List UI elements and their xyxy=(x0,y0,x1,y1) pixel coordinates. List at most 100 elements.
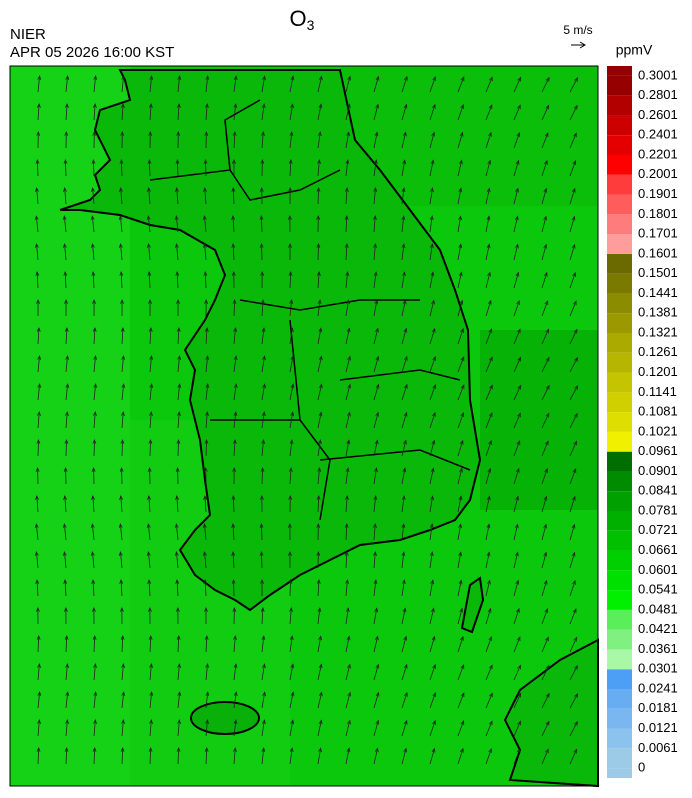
wind-arrow xyxy=(148,552,151,569)
wind-arrow-head xyxy=(203,270,208,276)
wind-arrow xyxy=(513,244,519,261)
wind-arrow xyxy=(65,76,69,93)
wind-arrow xyxy=(513,188,519,205)
wind-arrow-head xyxy=(458,271,463,277)
wind-arrow xyxy=(541,693,550,709)
wind-arrow xyxy=(37,747,40,765)
wind-arrow xyxy=(37,104,40,121)
wind-arrow xyxy=(233,664,237,681)
wind-arrow-head xyxy=(318,439,322,445)
wind-arrow xyxy=(457,160,463,177)
wind-arrow-head xyxy=(233,327,238,333)
wind-arrow xyxy=(373,720,379,737)
wind-arrow-head xyxy=(373,215,377,220)
wind-arrow xyxy=(177,104,180,121)
wind-arrow-head xyxy=(403,635,408,641)
wind-arrow-head xyxy=(347,383,352,389)
wind-arrow xyxy=(401,328,407,345)
wind-arrow xyxy=(429,580,434,597)
wind-arrow-head xyxy=(458,187,463,193)
wind-arrow xyxy=(485,721,493,737)
wind-arrow-head xyxy=(346,299,350,305)
wind-arrow xyxy=(429,300,435,317)
colorbar-label: 0.2801 xyxy=(638,87,678,102)
wind-arrow-head xyxy=(205,719,210,725)
wind-arrow xyxy=(177,439,179,457)
wind-arrow-head xyxy=(149,691,154,697)
wind-arrow xyxy=(373,748,378,765)
colorbar-label: 0.1701 xyxy=(638,226,678,241)
wind-arrow-head xyxy=(204,130,209,136)
wind-arrow-head xyxy=(262,691,267,697)
wind-arrow-head xyxy=(460,356,465,362)
wind-arrow-head xyxy=(517,720,521,726)
wind-arrow-head xyxy=(517,412,521,418)
wind-arrow-head xyxy=(290,75,295,81)
wind-arrow xyxy=(401,160,406,177)
colorbar-label: 0.1381 xyxy=(638,305,678,320)
wind-arrow xyxy=(37,412,40,429)
wind-arrow xyxy=(289,384,294,401)
wind-arrow-head xyxy=(36,130,41,136)
province-border xyxy=(149,99,471,521)
wind-arrow-head xyxy=(290,719,295,725)
colorbar-segment xyxy=(607,708,632,729)
wind-arrow-head xyxy=(231,186,236,192)
wind-arrow xyxy=(401,664,408,681)
wind-arrow xyxy=(121,328,124,345)
wind-arrow xyxy=(92,159,95,177)
wind-arrow xyxy=(175,216,179,233)
colorbar-segment xyxy=(607,511,632,531)
wind-arrow xyxy=(513,665,521,681)
wind-arrow xyxy=(541,105,550,121)
wind-arrow-head xyxy=(176,327,181,332)
wind-arrow-head xyxy=(431,747,436,753)
wind-arrow xyxy=(429,440,435,457)
wind-arrow-head xyxy=(64,103,69,108)
wind-arrow-head xyxy=(37,663,42,668)
wind-arrow-head xyxy=(317,607,322,613)
wind-arrow xyxy=(485,636,492,653)
wind-arrow-head xyxy=(432,383,437,389)
colorbar-label: 0.2401 xyxy=(638,127,678,142)
wind-arrow xyxy=(429,664,436,681)
wind-arrow-head xyxy=(231,270,236,276)
colorbar-segment xyxy=(607,115,632,136)
wind-arrow-head xyxy=(488,328,493,334)
wind-arrow-head xyxy=(120,327,125,332)
wind-arrow xyxy=(513,132,520,149)
wind-arrow-head xyxy=(93,383,98,389)
wind-arrow xyxy=(541,188,547,205)
wind-arrow xyxy=(261,664,265,681)
colorbar-segment xyxy=(607,748,632,769)
wind-arrow-head xyxy=(347,355,351,361)
wind-arrow-head xyxy=(545,692,550,698)
wind-arrow xyxy=(345,496,348,513)
vector-scale: 5 m/s xyxy=(563,23,592,37)
wind-arrow xyxy=(541,357,550,373)
wind-arrow-head xyxy=(374,607,379,613)
wind-arrow-head xyxy=(401,495,406,501)
title-subscript: 3 xyxy=(307,17,315,33)
wind-arrow-head xyxy=(37,383,42,389)
colorbar-label: 0.0241 xyxy=(638,680,678,695)
wind-arrow-head xyxy=(402,271,406,277)
wind-arrow-head xyxy=(571,187,576,193)
wind-arrow xyxy=(176,244,179,261)
wind-arrow-head xyxy=(119,495,123,500)
wind-arrow xyxy=(457,664,465,681)
wind-arrow-head xyxy=(486,215,491,221)
wind-arrow-head xyxy=(233,663,238,669)
wind-arrow xyxy=(91,216,95,233)
wind-arrow-head xyxy=(374,635,379,641)
wind-arrow-head xyxy=(261,635,266,641)
wind-arrow-head xyxy=(91,466,96,472)
wind-arrow xyxy=(148,580,151,597)
colorbar-segment xyxy=(607,669,632,689)
wind-arrow-head xyxy=(63,606,68,612)
wind-arrow xyxy=(541,608,548,625)
colorbar-segment xyxy=(607,273,632,294)
wind-arrow-head xyxy=(205,663,210,669)
wind-arrow xyxy=(429,272,434,289)
wind-arrow-head xyxy=(121,75,126,81)
